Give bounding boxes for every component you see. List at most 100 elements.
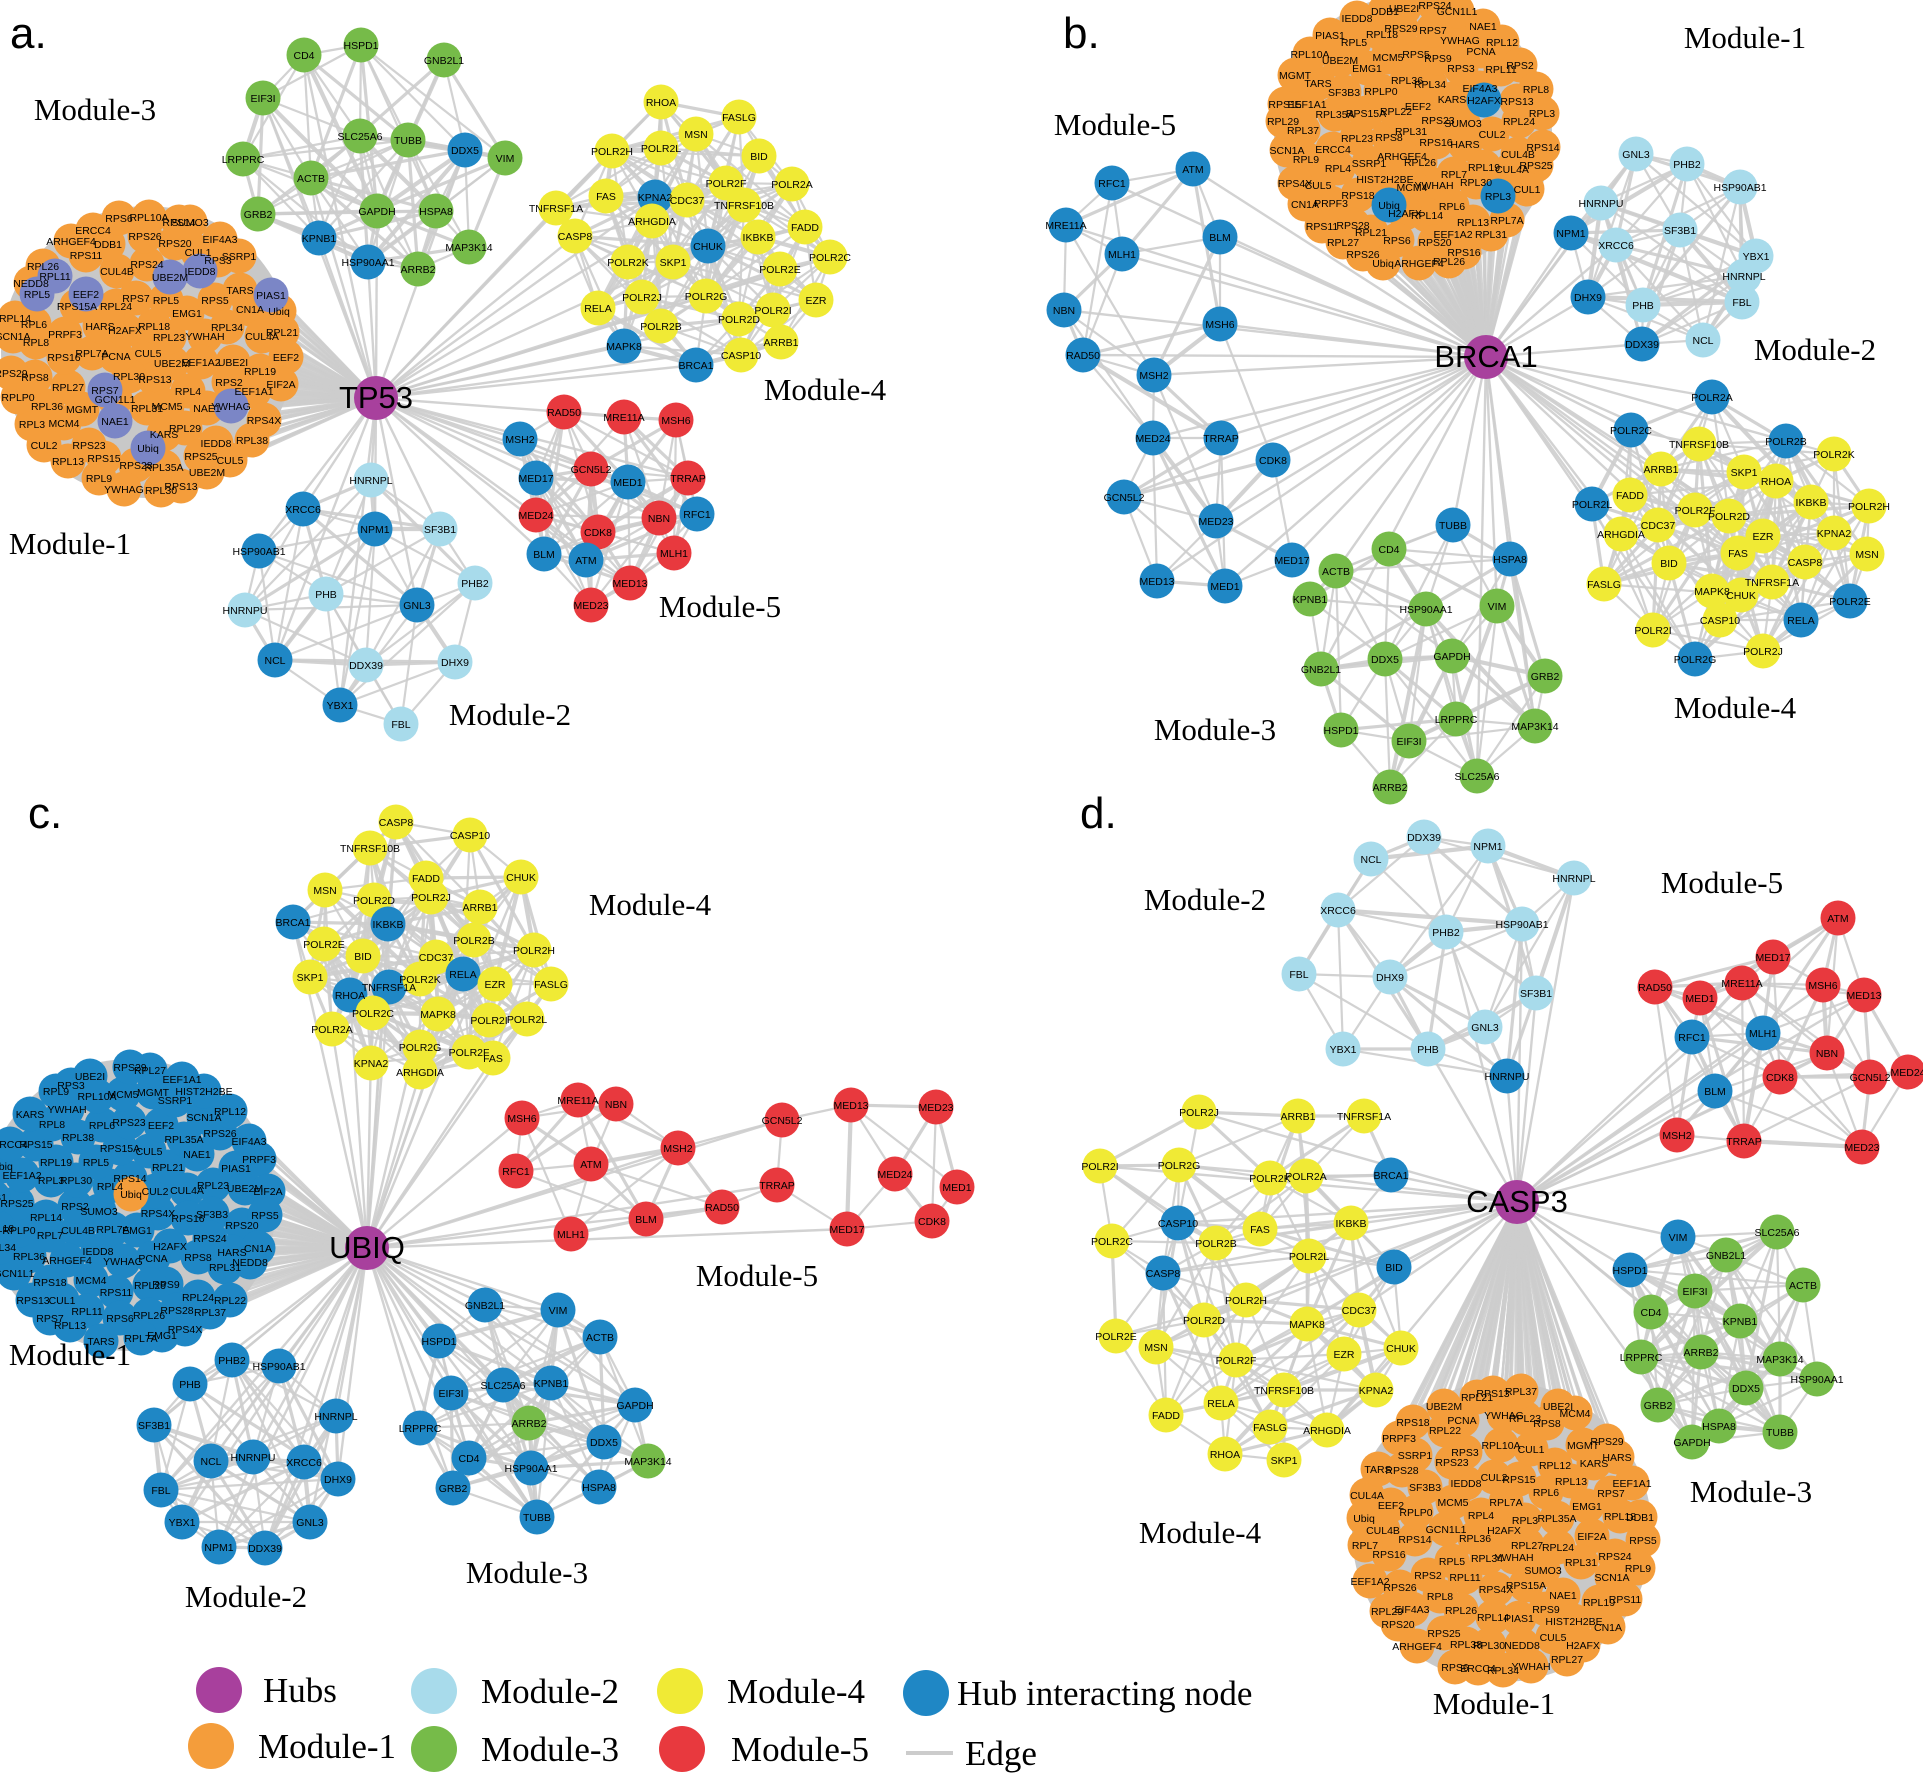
svg-text:TUBB: TUBB [1766, 1427, 1794, 1439]
svg-text:RPL9: RPL9 [1625, 1563, 1651, 1575]
svg-text:NCL: NCL [1692, 335, 1713, 347]
svg-text:Module-2: Module-2 [449, 697, 571, 732]
svg-text:RPS2: RPS2 [1414, 1570, 1442, 1582]
svg-text:RELA: RELA [584, 303, 611, 315]
svg-text:RPS5: RPS5 [201, 295, 229, 307]
svg-text:EEF1A1: EEF1A1 [162, 1074, 201, 1086]
svg-text:TARS: TARS [226, 285, 253, 297]
svg-text:POLR2H: POLR2H [591, 146, 633, 158]
svg-text:FASLG: FASLG [722, 112, 756, 124]
svg-text:GRB2: GRB2 [439, 1483, 468, 1495]
svg-text:POLR2G: POLR2G [685, 291, 728, 303]
svg-text:RPL31: RPL31 [1565, 1557, 1597, 1569]
svg-text:RPS4X: RPS4X [1278, 178, 1312, 190]
svg-text:RPL14: RPL14 [1477, 1612, 1509, 1624]
svg-text:RPS23: RPS23 [112, 1117, 145, 1129]
svg-text:RPL13: RPL13 [52, 456, 84, 468]
svg-text:RPL6: RPL6 [1533, 1487, 1559, 1499]
svg-text:CUL2: CUL2 [142, 1186, 169, 1198]
svg-text:RPL8: RPL8 [1427, 1591, 1453, 1603]
svg-text:RPS15: RPS15 [87, 453, 120, 465]
svg-text:MED1: MED1 [1685, 993, 1714, 1005]
svg-text:KARS: KARS [16, 1109, 45, 1121]
svg-text:CHUK: CHUK [1726, 590, 1756, 602]
svg-text:CHUK: CHUK [693, 241, 723, 253]
svg-text:RPS2: RPS2 [1506, 60, 1534, 72]
svg-text:HNRNPU: HNRNPU [1579, 198, 1624, 210]
svg-text:CDC37: CDC37 [419, 952, 454, 964]
svg-text:MED1: MED1 [1210, 581, 1239, 593]
svg-text:TNFRSF1A: TNFRSF1A [1337, 1111, 1391, 1123]
svg-text:LRPPRC: LRPPRC [399, 1423, 442, 1435]
svg-text:GCN1L1: GCN1L1 [0, 1268, 35, 1280]
svg-text:CN1A: CN1A [244, 1243, 272, 1255]
svg-text:POLR2K: POLR2K [607, 257, 648, 269]
svg-text:Module-3: Module-3 [34, 92, 156, 127]
svg-text:FBL: FBL [151, 1485, 170, 1497]
svg-text:RPL18: RPL18 [0, 1223, 14, 1235]
svg-text:YWHAH: YWHAH [47, 1104, 86, 1116]
svg-text:HSP90AB1: HSP90AB1 [1495, 919, 1548, 931]
svg-text:CUL1: CUL1 [49, 1295, 76, 1307]
svg-text:MSH6: MSH6 [1205, 319, 1234, 331]
svg-text:POLR2F: POLR2F [706, 178, 747, 190]
svg-text:Module-1: Module-1 [1433, 1686, 1555, 1721]
svg-text:HNRNPL: HNRNPL [349, 475, 392, 487]
svg-text:FBL: FBL [1732, 297, 1751, 309]
svg-text:RPL24: RPL24 [182, 1292, 214, 1304]
svg-text:RAD50: RAD50 [705, 1202, 739, 1214]
svg-text:ARRB2: ARRB2 [511, 1418, 546, 1430]
svg-text:DDX5: DDX5 [590, 1437, 618, 1449]
svg-text:BRCA1: BRCA1 [678, 360, 713, 372]
svg-text:RPL14: RPL14 [30, 1212, 62, 1224]
svg-text:CUL1: CUL1 [1518, 1444, 1545, 1456]
svg-text:POLR2L: POLR2L [641, 143, 681, 155]
svg-text:SKP1: SKP1 [660, 257, 687, 269]
svg-text:DDX39: DDX39 [349, 660, 383, 672]
svg-text:CDK8: CDK8 [918, 1216, 946, 1228]
svg-text:MED13: MED13 [833, 1100, 868, 1112]
svg-text:CD4: CD4 [1378, 544, 1399, 556]
svg-text:RPL27: RPL27 [1551, 1654, 1583, 1666]
svg-text:GNB2L1: GNB2L1 [1301, 664, 1341, 676]
svg-text:HARS: HARS [1602, 1452, 1631, 1464]
svg-text:CUL4B: CUL4B [100, 266, 134, 278]
svg-text:HSPD1: HSPD1 [421, 1336, 456, 1348]
svg-text:CDC37: CDC37 [670, 195, 705, 207]
svg-text:HIST2H2BE: HIST2H2BE [175, 1086, 232, 1098]
svg-text:SCN1A: SCN1A [0, 331, 31, 343]
svg-text:POLR2C: POLR2C [352, 1008, 394, 1020]
svg-text:KPNA2: KPNA2 [1817, 528, 1852, 540]
svg-text:RPL21: RPL21 [266, 327, 298, 339]
svg-text:HSPD1: HSPD1 [343, 40, 378, 52]
svg-text:MRE11A: MRE11A [1045, 220, 1086, 232]
svg-text:MCM4: MCM4 [49, 418, 80, 430]
svg-text:CASP3: CASP3 [1466, 1184, 1568, 1219]
svg-text:CD4: CD4 [1640, 1307, 1661, 1319]
svg-text:HSP90AA1: HSP90AA1 [341, 257, 394, 269]
svg-text:MLH1: MLH1 [660, 548, 688, 560]
svg-text:RPS13: RPS13 [1500, 96, 1533, 108]
svg-text:RPL27: RPL27 [52, 382, 84, 394]
svg-text:CN1A: CN1A [236, 304, 264, 316]
svg-text:ARHGEF4: ARHGEF4 [1392, 1641, 1442, 1653]
svg-text:SF3B1: SF3B1 [1664, 225, 1696, 237]
svg-text:POLR2K: POLR2K [399, 974, 440, 986]
svg-text:RPL35A: RPL35A [164, 1134, 203, 1146]
svg-text:CUL5: CUL5 [1540, 1632, 1567, 1644]
svg-text:HSPA8: HSPA8 [419, 206, 453, 218]
svg-text:RPL27: RPL27 [134, 1065, 166, 1077]
svg-text:MAPK8: MAPK8 [420, 1009, 456, 1021]
svg-text:HNRNPL: HNRNPL [314, 1411, 357, 1423]
svg-text:PRPF3: PRPF3 [1314, 198, 1348, 210]
svg-text:MED13: MED13 [1846, 990, 1881, 1002]
svg-text:Module-4: Module-4 [1674, 690, 1797, 725]
svg-text:CASP10: CASP10 [721, 350, 761, 362]
svg-text:IKBKB: IKBKB [373, 919, 404, 931]
svg-text:CN1A: CN1A [1594, 1622, 1622, 1634]
svg-text:MCM5: MCM5 [1373, 52, 1404, 64]
svg-text:POLR2B: POLR2B [453, 935, 494, 947]
svg-text:SKP1: SKP1 [1731, 467, 1758, 479]
svg-text:FAS: FAS [596, 191, 616, 203]
svg-text:RPL19: RPL19 [40, 1157, 72, 1169]
